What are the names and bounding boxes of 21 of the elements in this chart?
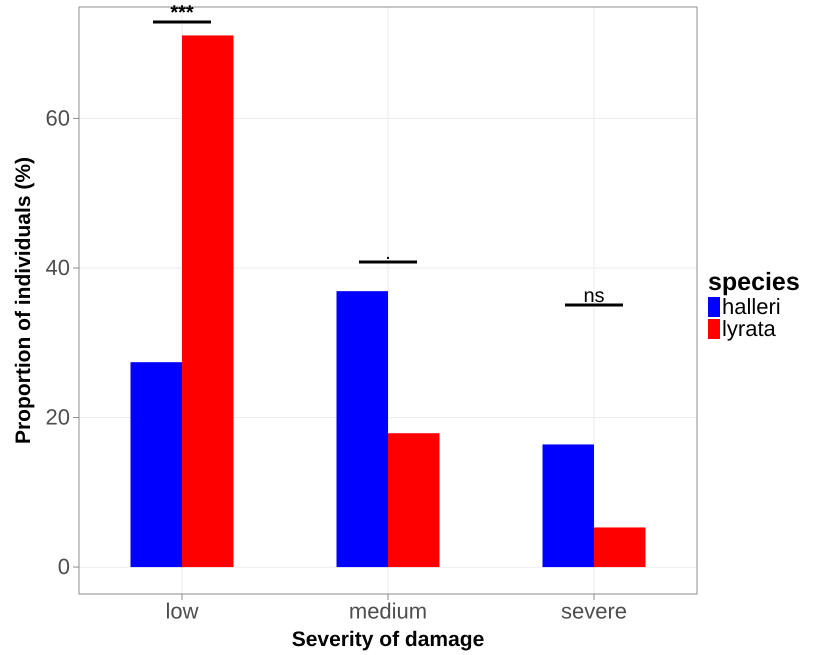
bar (336, 291, 388, 568)
annotation: . (385, 242, 391, 264)
legend-title: species (708, 268, 800, 296)
y-axis-title: Proportion of individuals (%) (12, 157, 35, 444)
bar (182, 35, 234, 568)
legend-label: lyrata (722, 316, 777, 341)
x-axis-title: Severity of damage (292, 628, 484, 651)
x-tick-label: medium (348, 598, 428, 624)
y-tick-label: 0 (58, 554, 70, 580)
x-tick-label: severe (560, 598, 628, 624)
annotation: *** (170, 2, 194, 24)
x-tick-label: low (165, 598, 199, 624)
annotation: ns (583, 285, 605, 307)
y-tick-label: 40 (46, 255, 70, 280)
bar (388, 433, 440, 568)
bar (542, 444, 594, 568)
y-tick-label: 20 (46, 404, 70, 430)
legend-label: halleri (722, 294, 781, 319)
bar (594, 527, 646, 568)
bar (130, 362, 182, 568)
y-tick-label: 60 (46, 105, 70, 130)
